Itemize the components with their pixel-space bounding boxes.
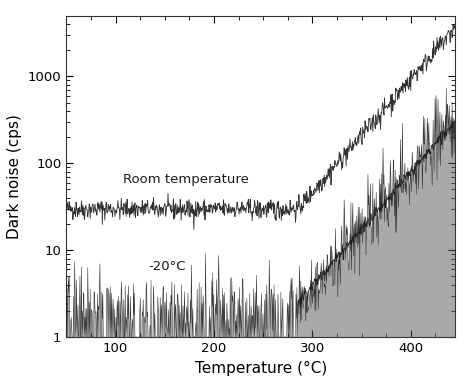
- Y-axis label: Dark noise (cps): Dark noise (cps): [7, 114, 22, 239]
- Text: Room temperature: Room temperature: [123, 173, 249, 186]
- X-axis label: Temperature (°C): Temperature (°C): [194, 361, 327, 376]
- Text: -20°C: -20°C: [148, 260, 185, 273]
